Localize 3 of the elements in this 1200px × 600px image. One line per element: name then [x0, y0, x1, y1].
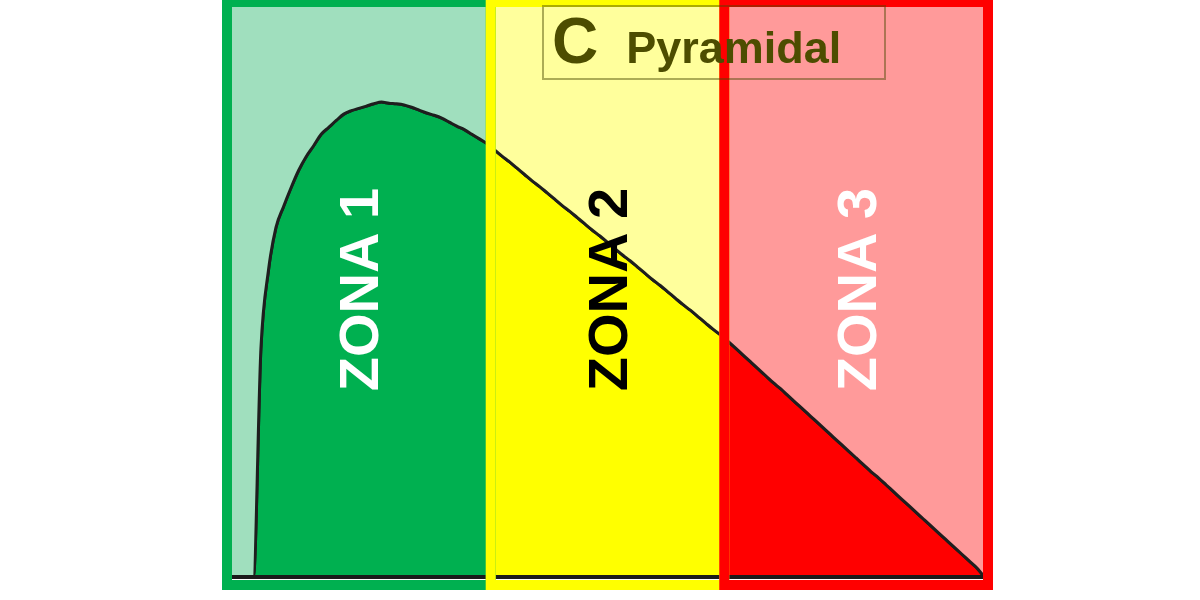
series-label: ZONA 1: [327, 187, 391, 392]
series-label: ZONA 2: [576, 187, 639, 392]
text: ZONA 3: [824, 187, 888, 392]
